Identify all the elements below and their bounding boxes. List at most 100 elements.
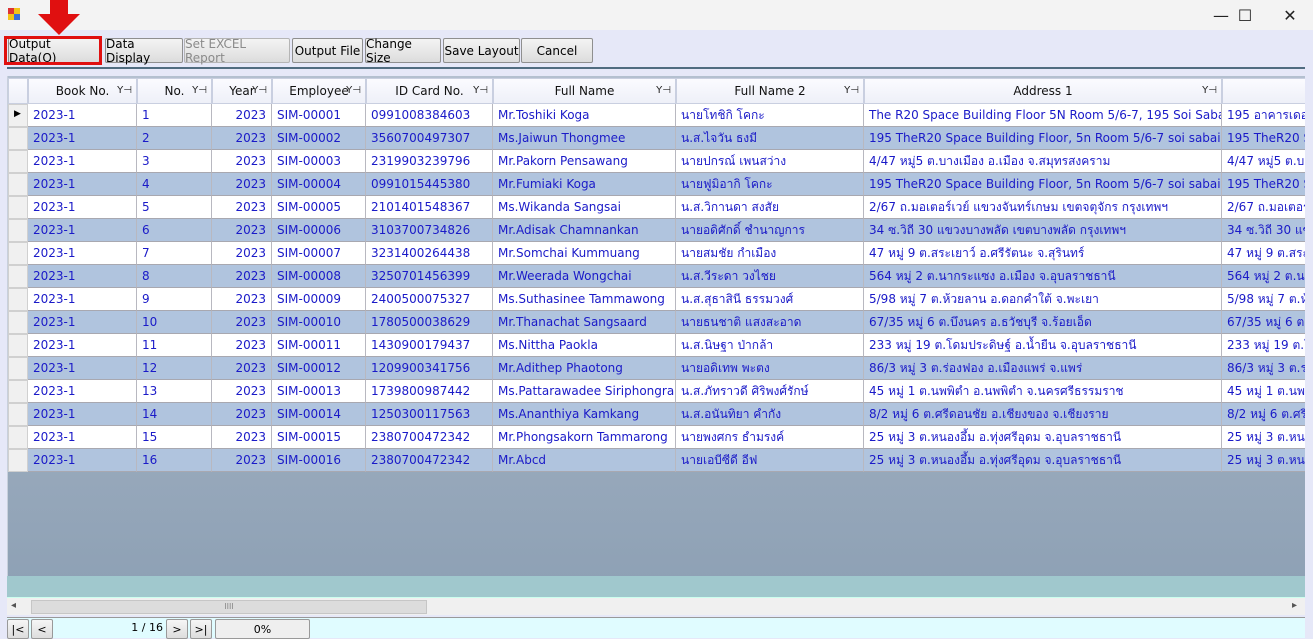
- table-row[interactable]: 2023-1 8 2023 SIM-00008 3250701456399 Mr.Weer…: [8, 265, 1305, 288]
- cell-full-name-2[interactable]: น.ส.ไจวัน ธงมี: [676, 127, 864, 150]
- cell-no[interactable]: 14: [137, 403, 212, 426]
- cell-id-card-no[interactable]: 1209900341756: [366, 357, 493, 380]
- row-selector[interactable]: [8, 357, 28, 380]
- cell-id-card-no[interactable]: 2380700472342: [366, 426, 493, 449]
- table-row[interactable]: ▶ 2023-1 1 2023 SIM-00001 0991008384603 Mr.Tos…: [8, 104, 1305, 127]
- cancel-button[interactable]: Cancel: [521, 38, 593, 63]
- cell-book-no[interactable]: 2023-1: [28, 104, 137, 127]
- cell-id-card-no[interactable]: 2380700472342: [366, 449, 493, 472]
- cell-full-name[interactable]: Mr.Thanachat Sangsaard: [493, 311, 676, 334]
- cell-no[interactable]: 6: [137, 219, 212, 242]
- cell-full-name-2[interactable]: น.ส.วีระดา วงไชย: [676, 265, 864, 288]
- cell-year[interactable]: 2023: [212, 265, 272, 288]
- cell-employee[interactable]: SIM-00003: [272, 150, 366, 173]
- cell-no[interactable]: 12: [137, 357, 212, 380]
- table-row[interactable]: 2023-1 10 2023 SIM-00010 1780500038629 Mr.Tha…: [8, 311, 1305, 334]
- row-selector[interactable]: [8, 380, 28, 403]
- cell-id-card-no[interactable]: 0991008384603: [366, 104, 493, 127]
- row-selector[interactable]: [8, 127, 28, 150]
- table-row[interactable]: 2023-1 2 2023 SIM-00002 3560700497307 Ms.Jaiw…: [8, 127, 1305, 150]
- cell-employee[interactable]: SIM-00002: [272, 127, 366, 150]
- cell-address-1[interactable]: 233 หมู่ 19 ต.โดมประดิษฐ์ อ.น้ำยืน จ.อุบ…: [864, 334, 1222, 357]
- column-header-employee[interactable]: Employee Y⊣: [272, 78, 366, 104]
- cell-book-no[interactable]: 2023-1: [28, 403, 137, 426]
- cell-book-no[interactable]: 2023-1: [28, 334, 137, 357]
- cell-id-card-no[interactable]: 2101401548367: [366, 196, 493, 219]
- row-selector[interactable]: ▶: [8, 104, 28, 127]
- cell-address-2[interactable]: 2/67 ถ.มอเตอร: [1222, 196, 1305, 219]
- row-selector[interactable]: [8, 196, 28, 219]
- cell-full-name[interactable]: Mr.Somchai Kummuang: [493, 242, 676, 265]
- cell-year[interactable]: 2023: [212, 357, 272, 380]
- cell-address-2[interactable]: 195 TheR20 Sp: [1222, 173, 1305, 196]
- cell-no[interactable]: 16: [137, 449, 212, 472]
- data-display-button[interactable]: Data Display: [105, 37, 183, 65]
- cell-address-2[interactable]: 67/35 หมู่ 6 ต: [1222, 311, 1305, 334]
- cell-address-1[interactable]: 2/67 ถ.มอเตอร์เวย์ แขวงจันทร์เกษม เขตจตุ…: [864, 196, 1222, 219]
- cell-employee[interactable]: SIM-00007: [272, 242, 366, 265]
- cell-address-1[interactable]: 564 หมู่ 2 ต.นากระแซง อ.เมือง จ.อุบลราชธ…: [864, 265, 1222, 288]
- cell-no[interactable]: 7: [137, 242, 212, 265]
- cell-address-1[interactable]: 4/47 หมู่5 ต.บางเมือง อ.เมือง จ.สมุทรสงค…: [864, 150, 1222, 173]
- cell-id-card-no[interactable]: 3560700497307: [366, 127, 493, 150]
- cell-id-card-no[interactable]: 1780500038629: [366, 311, 493, 334]
- table-row[interactable]: 2023-1 11 2023 SIM-00011 1430900179437 Ms.Nit…: [8, 334, 1305, 357]
- maximize-button[interactable]: ☐: [1237, 5, 1253, 25]
- cell-no[interactable]: 13: [137, 380, 212, 403]
- cell-year[interactable]: 2023: [212, 334, 272, 357]
- cell-book-no[interactable]: 2023-1: [28, 357, 137, 380]
- row-selector[interactable]: [8, 311, 28, 334]
- cell-full-name-2[interactable]: นายอดิศักดิ์ ชำนาญการ: [676, 219, 864, 242]
- cell-no[interactable]: 2: [137, 127, 212, 150]
- filter-pin-icon[interactable]: Y⊣: [192, 85, 207, 96]
- column-header-id-card-no[interactable]: ID Card No. Y⊣: [366, 78, 493, 104]
- cell-full-name[interactable]: Ms.Nittha Paokla: [493, 334, 676, 357]
- output-file-button[interactable]: Output File: [292, 38, 363, 63]
- cell-id-card-no[interactable]: 3103700734826: [366, 219, 493, 242]
- cell-employee[interactable]: SIM-00015: [272, 426, 366, 449]
- cell-year[interactable]: 2023: [212, 449, 272, 472]
- cell-employee[interactable]: SIM-00006: [272, 219, 366, 242]
- cell-full-name[interactable]: Ms.Suthasinee Tammawong: [493, 288, 676, 311]
- cell-no[interactable]: 3: [137, 150, 212, 173]
- cell-full-name-2[interactable]: น.ส.นิษฐา ป่ากล้า: [676, 334, 864, 357]
- filter-pin-icon[interactable]: Y⊣: [117, 85, 132, 96]
- cell-full-name-2[interactable]: นายธนชาติ แสงสะอาด: [676, 311, 864, 334]
- cell-address-1[interactable]: 25 หมู่ 3 ต.หนองอึ้ม อ.ทุ่งศรีอุดม จ.อุบ…: [864, 426, 1222, 449]
- table-row[interactable]: 2023-1 16 2023 SIM-00016 2380700472342 Mr.Abc…: [8, 449, 1305, 472]
- cell-employee[interactable]: SIM-00010: [272, 311, 366, 334]
- cell-address-1[interactable]: 8/2 หมู่ 6 ต.ศรีดอนชัย อ.เชียงของ จ.เชีย…: [864, 403, 1222, 426]
- cell-full-name[interactable]: Mr.Phongsakorn Tammarong: [493, 426, 676, 449]
- cell-full-name[interactable]: Mr.Pakorn Pensawang: [493, 150, 676, 173]
- row-selector[interactable]: [8, 403, 28, 426]
- cell-year[interactable]: 2023: [212, 173, 272, 196]
- cell-no[interactable]: 15: [137, 426, 212, 449]
- cell-address-2[interactable]: 5/98 หมู่ 7 ต.ห้: [1222, 288, 1305, 311]
- row-selector[interactable]: [8, 265, 28, 288]
- cell-book-no[interactable]: 2023-1: [28, 150, 137, 173]
- table-row[interactable]: 2023-1 5 2023 SIM-00005 2101401548367 Ms.Wika…: [8, 196, 1305, 219]
- cell-full-name[interactable]: Mr.Toshiki Koga: [493, 104, 676, 127]
- cell-book-no[interactable]: 2023-1: [28, 242, 137, 265]
- cell-no[interactable]: 9: [137, 288, 212, 311]
- cell-address-1[interactable]: 34 ซ.วิถี 30 แขวงบางพลัด เขตบางพลัด กรุง…: [864, 219, 1222, 242]
- filter-pin-icon[interactable]: Y⊣: [252, 85, 267, 96]
- cell-full-name-2[interactable]: นายปกรณ์ เพนสว่าง: [676, 150, 864, 173]
- cell-full-name[interactable]: Mr.Adisak Chamnankan: [493, 219, 676, 242]
- row-selector[interactable]: [8, 334, 28, 357]
- cell-book-no[interactable]: 2023-1: [28, 127, 137, 150]
- table-row[interactable]: 2023-1 9 2023 SIM-00009 2400500075327 Ms.Suth…: [8, 288, 1305, 311]
- cell-address-2[interactable]: 86/3 หมู่ 3 ต.ร่: [1222, 357, 1305, 380]
- table-row[interactable]: 2023-1 4 2023 SIM-00004 0991015445380 Mr.Fumi…: [8, 173, 1305, 196]
- first-page-button[interactable]: |<: [7, 619, 29, 639]
- cell-address-2[interactable]: 25 หมู่ 3 ต.หนอ: [1222, 426, 1305, 449]
- cell-full-name[interactable]: Ms.Wikanda Sangsai: [493, 196, 676, 219]
- column-header-address-2[interactable]: [1222, 78, 1305, 104]
- filter-pin-icon[interactable]: Y⊣: [1202, 85, 1217, 96]
- table-row[interactable]: 2023-1 14 2023 SIM-00014 1250300117563 Ms.Ana…: [8, 403, 1305, 426]
- cell-address-1[interactable]: 195 TheR20 Space Building Floor, 5n Room…: [864, 173, 1222, 196]
- filter-pin-icon[interactable]: Y⊣: [844, 85, 859, 96]
- scroll-thumb[interactable]: IIII: [31, 600, 427, 614]
- cell-address-2[interactable]: 564 หมู่ 2 ต.นา: [1222, 265, 1305, 288]
- cell-book-no[interactable]: 2023-1: [28, 311, 137, 334]
